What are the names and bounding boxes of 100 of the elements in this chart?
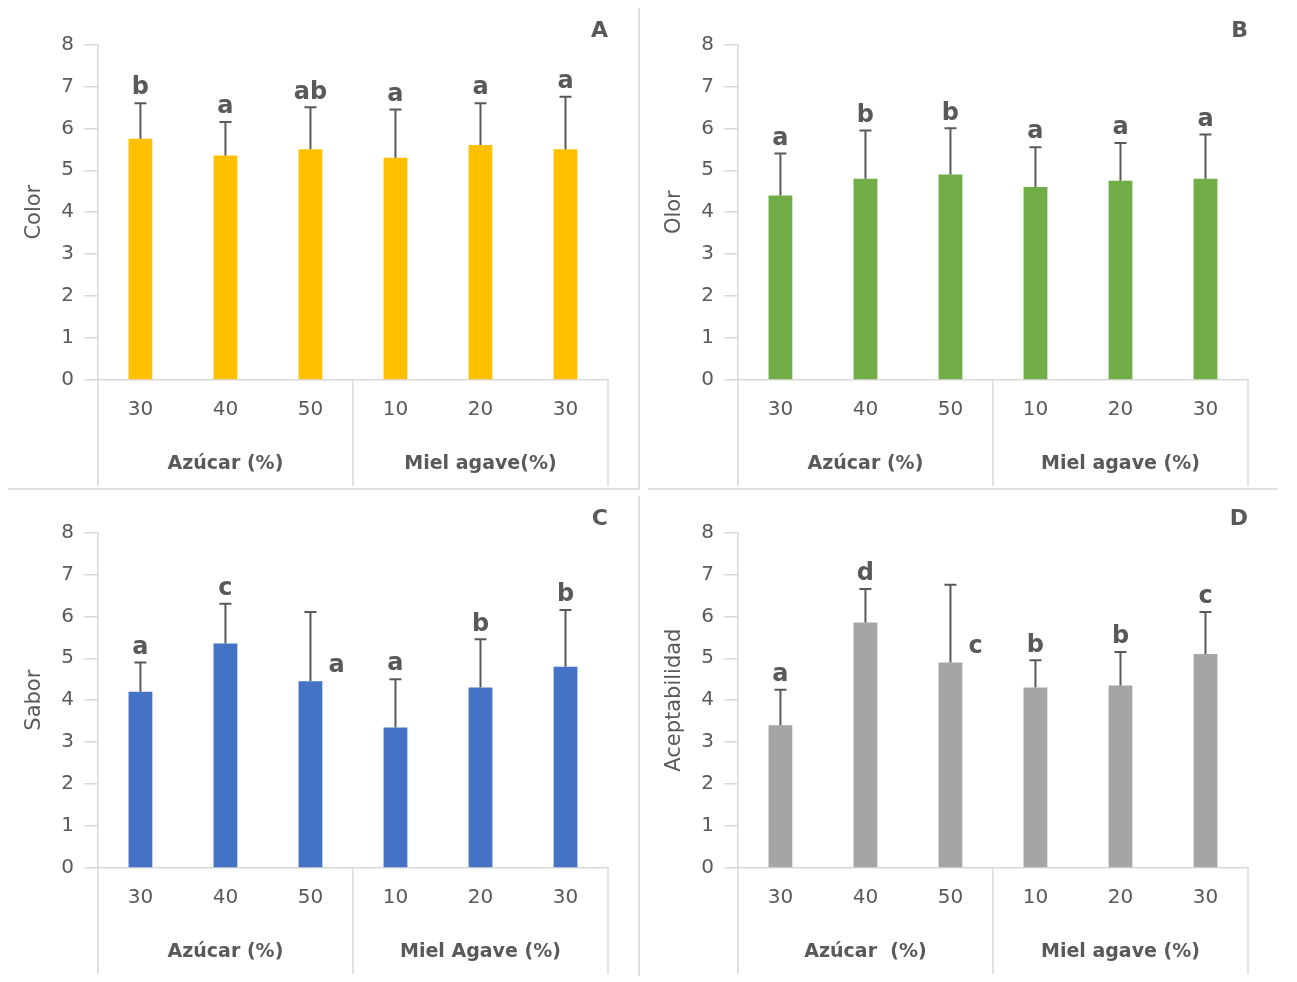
data-label: c — [218, 572, 233, 601]
x-tick-label: 50 — [937, 884, 964, 909]
x-tick-label: 30 — [1192, 396, 1219, 421]
chart-title: D — [1229, 504, 1248, 530]
x-tick-label: 20 — [467, 396, 494, 421]
bar — [768, 725, 793, 868]
x-tick-label: 30 — [767, 884, 794, 909]
y-tick-label: 0 — [61, 366, 74, 391]
data-label: ab — [293, 76, 328, 105]
bar — [298, 681, 323, 868]
y-tick-label: 0 — [701, 854, 714, 879]
data-label: a — [772, 658, 789, 687]
y-tick-label: 5 — [61, 644, 74, 669]
y-tick-label: 3 — [701, 728, 714, 753]
text: Azúcar (%) — [804, 938, 927, 961]
bar — [1108, 685, 1133, 868]
y-tick-label: 6 — [701, 114, 714, 139]
data-label: c — [1198, 581, 1213, 610]
y-axis-title: Olor — [661, 189, 686, 235]
y-tick-label: 5 — [61, 156, 74, 181]
bar — [553, 666, 578, 868]
data-label: b — [131, 72, 150, 101]
data-label: b — [1111, 621, 1130, 650]
y-tick-label: 5 — [701, 156, 714, 181]
data-label: a — [1112, 112, 1129, 141]
y-tick-label: 8 — [701, 518, 714, 543]
y-tick-label: 8 — [701, 30, 714, 55]
bar — [468, 145, 493, 380]
x-tick-label: 50 — [297, 884, 324, 909]
text: Miel agave (%) — [1041, 450, 1200, 473]
chart-title: C — [591, 504, 608, 530]
y-tick-label: 8 — [61, 30, 74, 55]
data-label: a — [772, 122, 789, 151]
x-tick-label: 10 — [382, 884, 409, 909]
text: Miel agave (%) — [1041, 938, 1200, 961]
y-tick-label: 1 — [701, 812, 714, 837]
bar — [128, 691, 153, 868]
x-tick-label: 50 — [937, 396, 964, 421]
x-tick-label: 30 — [127, 884, 154, 909]
chart-title: B — [1231, 16, 1248, 42]
y-tick-label: 7 — [61, 560, 74, 585]
bar — [213, 643, 238, 868]
data-label: b — [1026, 629, 1045, 658]
y-tick-label: 7 — [61, 72, 74, 97]
bar — [853, 622, 878, 868]
data-label: a — [132, 631, 149, 660]
bar — [298, 149, 323, 380]
data-label: a — [557, 66, 574, 95]
y-tick-label: 6 — [701, 602, 714, 627]
x-tick-label: 20 — [1107, 396, 1134, 421]
y-axis-title: Aceptabilidad — [661, 628, 686, 772]
x-tick-label: 30 — [1192, 884, 1219, 909]
y-tick-label: 3 — [61, 240, 74, 265]
x-tick-label: 40 — [852, 396, 879, 421]
bar — [128, 138, 153, 380]
data-label: a — [1197, 103, 1214, 132]
y-tick-label: 4 — [61, 686, 74, 711]
y-tick-label: 3 — [701, 240, 714, 265]
y-tick-label: 0 — [61, 854, 74, 879]
bar — [1193, 654, 1218, 868]
y-tick-label: 1 — [61, 324, 74, 349]
y-tick-label: 5 — [701, 644, 714, 669]
x-tick-label: 30 — [127, 396, 154, 421]
x-tick-label: 40 — [852, 884, 879, 909]
data-label: b — [941, 97, 960, 126]
text: Azúcar (%) — [167, 938, 284, 961]
text: Miel Agave (%) — [400, 938, 561, 961]
data-label: b — [556, 579, 575, 608]
bar — [1023, 687, 1048, 868]
x-tick-label: 10 — [1022, 884, 1049, 909]
x-tick-label: 40 — [212, 884, 239, 909]
text: Miel agave(%) — [404, 450, 557, 473]
y-tick-label: 3 — [61, 728, 74, 753]
data-label: a — [217, 91, 234, 120]
x-tick-label: 50 — [297, 396, 324, 421]
x-tick-label: 10 — [1022, 396, 1049, 421]
y-tick-label: 4 — [701, 686, 714, 711]
y-tick-label: 1 — [701, 324, 714, 349]
y-tick-label: 8 — [61, 518, 74, 543]
data-label: b — [471, 608, 490, 637]
y-tick-label: 2 — [701, 282, 714, 307]
bar — [383, 727, 408, 868]
data-label: b — [856, 99, 875, 128]
y-axis-title: Color — [21, 184, 46, 240]
y-tick-label: 6 — [61, 602, 74, 627]
y-tick-label: 2 — [61, 282, 74, 307]
y-tick-label: 7 — [701, 72, 714, 97]
data-label: a — [472, 72, 489, 101]
data-label: a — [1027, 116, 1044, 145]
x-tick-label: 20 — [467, 884, 494, 909]
data-label: a — [328, 649, 345, 678]
text: Azúcar (%) — [167, 450, 284, 473]
x-tick-label: 30 — [552, 884, 579, 909]
y-tick-label: 4 — [701, 198, 714, 223]
bar — [938, 662, 963, 868]
y-tick-label: 7 — [701, 560, 714, 585]
bar — [383, 157, 408, 380]
bar — [468, 687, 493, 868]
x-tick-label: 10 — [382, 396, 409, 421]
data-label: a — [387, 78, 404, 107]
